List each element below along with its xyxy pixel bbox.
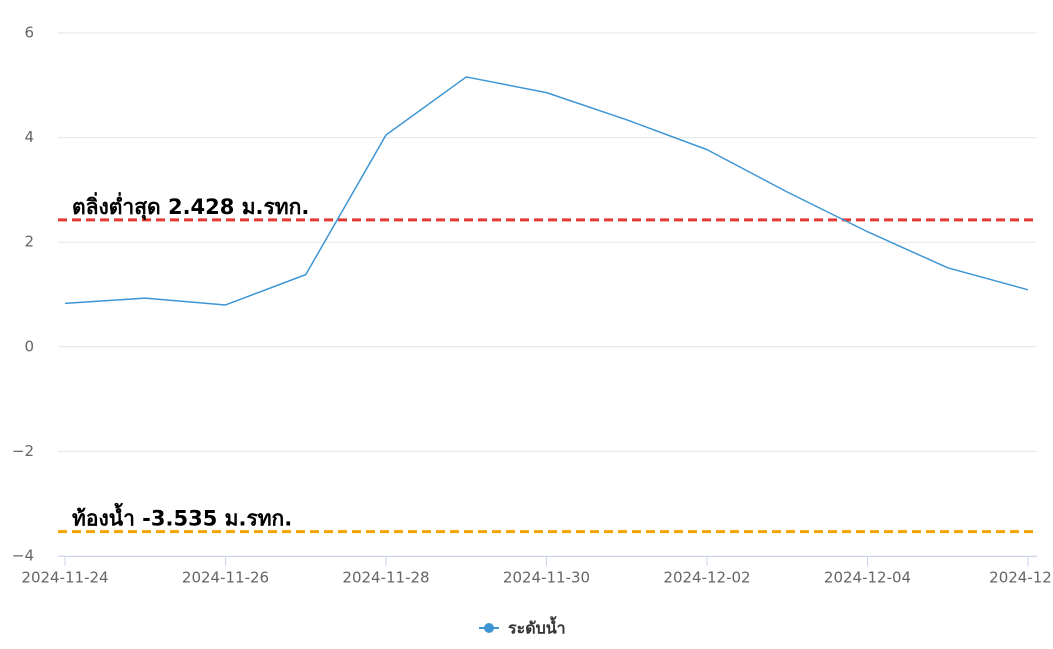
y-tick-label: 2 [24,233,34,251]
x-tick-label: 2024-11-28 [342,569,429,587]
legend-label: ระดับน้ำ [508,616,566,638]
data-line [64,76,1029,306]
legend-item[interactable]: ระดับน้ำ [479,616,566,638]
y-tick-label: 0 [24,337,34,355]
x-tick-label: 2024-11-24 [21,569,108,587]
plot-line-label: ท้องน้ำ -3.535 ม.รทก. [72,503,292,531]
plot-line-label: ตลิ่งต่ำสุด 2.428 ม.รทก. [72,191,309,221]
x-tick-label: 2024-12-02 [663,569,750,587]
legend-symbol [484,623,494,633]
y-tick-label: −4 [12,547,34,565]
x-tick-label: 2024-11-30 [503,569,590,587]
y-tick-label: −2 [12,442,34,460]
x-tick-label: 2024-12-04 [824,569,911,587]
x-tick-label: 2024-11-26 [182,569,269,587]
y-tick-label: 4 [24,128,34,146]
x-tick-label: 2024-12… [989,569,1053,587]
y-tick-label: 6 [24,24,34,42]
